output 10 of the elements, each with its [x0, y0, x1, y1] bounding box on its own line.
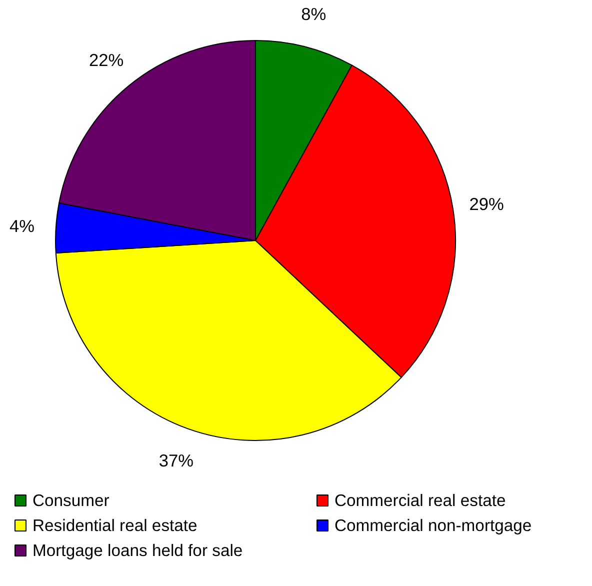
- data-label: 29%: [469, 194, 504, 214]
- legend-label: Consumer: [32, 491, 110, 510]
- legend-label: Mortgage loans held for sale: [32, 541, 243, 560]
- data-label: 4%: [9, 216, 34, 236]
- data-label: 22%: [89, 50, 124, 70]
- data-label: 8%: [301, 4, 326, 24]
- legend-label: Commercial real estate: [334, 491, 506, 510]
- legend-label: Commercial non-mortgage: [334, 516, 532, 535]
- legend-label: Residential real estate: [32, 516, 198, 535]
- data-label: 37%: [158, 450, 194, 471]
